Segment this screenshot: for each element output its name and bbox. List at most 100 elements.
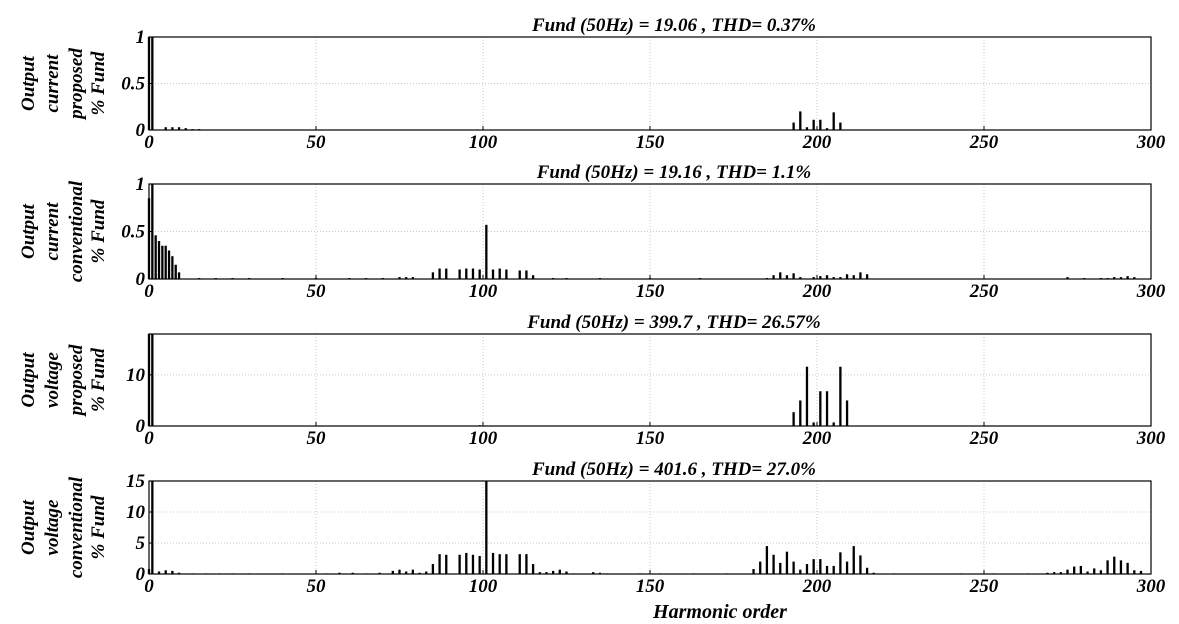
bar bbox=[458, 269, 461, 279]
bar bbox=[1126, 276, 1129, 279]
bar bbox=[805, 564, 809, 574]
x-tick-label: 0 bbox=[144, 428, 154, 449]
bar bbox=[531, 275, 535, 279]
bar bbox=[1059, 572, 1062, 574]
x-tick-label: 200 bbox=[802, 281, 832, 302]
bar bbox=[812, 277, 815, 279]
bar bbox=[491, 269, 495, 279]
bar bbox=[1073, 566, 1076, 574]
y-tick-label: 0 bbox=[136, 416, 146, 437]
bar bbox=[538, 572, 541, 574]
y-axis-label-line: Output bbox=[18, 499, 39, 555]
bar bbox=[174, 264, 177, 279]
bar bbox=[1113, 277, 1116, 279]
bar bbox=[825, 275, 829, 279]
bar bbox=[765, 546, 769, 574]
bar bbox=[792, 273, 795, 279]
x-tick-label: 50 bbox=[307, 132, 327, 153]
bar bbox=[157, 571, 161, 574]
bar bbox=[1066, 569, 1069, 574]
bar bbox=[839, 122, 842, 130]
x-tick-label: 100 bbox=[469, 132, 498, 153]
bar bbox=[425, 571, 428, 574]
bar bbox=[505, 269, 508, 279]
y-tick-label: 0 bbox=[136, 564, 146, 585]
bar bbox=[785, 275, 789, 279]
bar bbox=[498, 268, 501, 279]
bar bbox=[799, 111, 802, 130]
x-tick-label: 50 bbox=[307, 428, 327, 449]
bar bbox=[525, 270, 528, 279]
y-axis-label-line: proposed bbox=[66, 48, 87, 121]
x-tick-label: 150 bbox=[636, 576, 665, 597]
bar bbox=[1093, 568, 1096, 574]
bar bbox=[792, 122, 795, 130]
bar bbox=[498, 554, 501, 574]
bar bbox=[1066, 277, 1069, 279]
y-axis-label-line: % Fund bbox=[88, 495, 109, 559]
panel-1: 0 50 100 150 200 250 300 0 0.5 1 Fund (50Hz) = 19.… bbox=[18, 15, 1166, 153]
bar bbox=[805, 366, 809, 426]
x-tick-label: 250 bbox=[969, 132, 999, 153]
bar bbox=[491, 552, 495, 574]
bar bbox=[772, 554, 775, 574]
bar bbox=[171, 570, 174, 574]
y-axis-label-line: conventional bbox=[66, 476, 87, 578]
bar bbox=[832, 422, 835, 426]
bar bbox=[1079, 565, 1083, 574]
x-tick-label: 100 bbox=[469, 281, 498, 302]
bar bbox=[418, 572, 421, 574]
bar bbox=[177, 572, 181, 574]
y-tick-label: 1 bbox=[136, 174, 146, 195]
y-tick-label: 10 bbox=[126, 365, 146, 386]
bar bbox=[819, 276, 822, 279]
bar bbox=[177, 127, 181, 130]
x-tick-label: 200 bbox=[802, 576, 832, 597]
bar bbox=[779, 562, 782, 574]
bar bbox=[832, 277, 835, 279]
bar bbox=[531, 564, 535, 574]
bar bbox=[839, 552, 842, 574]
bar bbox=[164, 245, 167, 279]
bar bbox=[1133, 277, 1136, 279]
bar bbox=[1139, 570, 1143, 574]
y-tick-label: 0.5 bbox=[121, 74, 145, 95]
bar bbox=[431, 564, 435, 574]
bar bbox=[1046, 572, 1049, 574]
bar bbox=[865, 567, 869, 574]
bar bbox=[825, 128, 829, 130]
bar bbox=[825, 565, 829, 574]
bar bbox=[458, 554, 461, 574]
y-tick-label: 5 bbox=[136, 533, 146, 554]
panel-title: Fund (50Hz) = 19.16 , THD= 1.1% bbox=[536, 162, 811, 183]
bar bbox=[799, 569, 802, 574]
bar bbox=[505, 554, 508, 574]
bar bbox=[1119, 277, 1123, 279]
y-axis-label-line: % Fund bbox=[88, 51, 109, 115]
bar bbox=[338, 572, 341, 574]
bar bbox=[518, 270, 521, 279]
bar bbox=[772, 275, 775, 279]
bar bbox=[151, 481, 154, 574]
bar bbox=[792, 561, 795, 574]
x-tick-label: 150 bbox=[636, 428, 665, 449]
bar bbox=[545, 572, 548, 574]
bar bbox=[1052, 572, 1056, 574]
bar bbox=[438, 554, 441, 574]
bar bbox=[845, 561, 849, 574]
bar bbox=[378, 572, 381, 574]
panel-3: 0 50 100 150 200 250 300 0 10 Fund (50Hz) = 399.7… bbox=[18, 312, 1166, 449]
bar bbox=[832, 112, 835, 130]
bar bbox=[598, 572, 602, 574]
bar bbox=[819, 119, 822, 130]
panel-title: Fund (50Hz) = 19.06 , THD= 0.37% bbox=[531, 15, 816, 36]
bar bbox=[518, 554, 521, 574]
x-tick-label: 200 bbox=[802, 428, 832, 449]
panel-4: 0 50 100 150 200 250 300 0 5 10 15 Fund (50Hz) = 40… bbox=[18, 459, 1166, 623]
y-axis-label-line: Output bbox=[18, 352, 39, 408]
y-axis-label-line: current bbox=[42, 54, 63, 113]
x-tick-label: 200 bbox=[802, 132, 832, 153]
bar bbox=[865, 274, 869, 279]
x-tick-label: 0 bbox=[144, 132, 154, 153]
